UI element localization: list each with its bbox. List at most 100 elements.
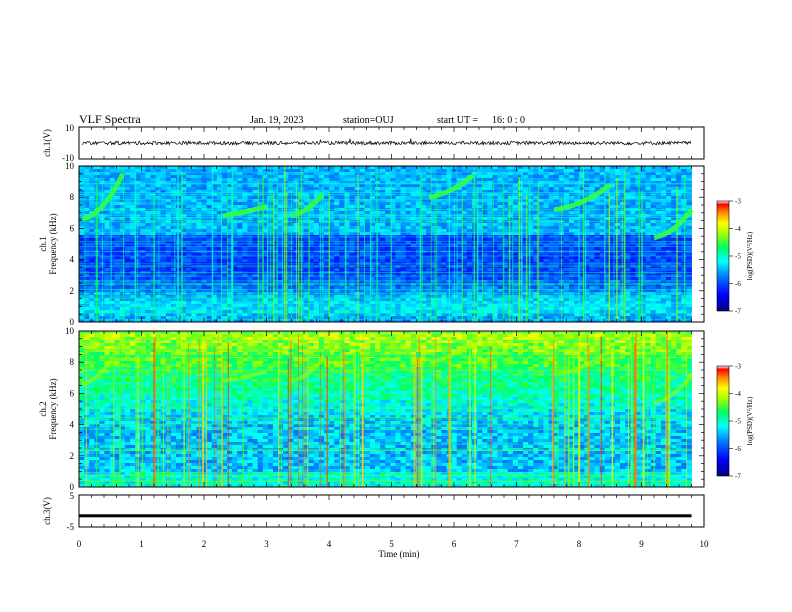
spectrogram-cell bbox=[318, 187, 325, 191]
spectrogram-cell bbox=[614, 274, 621, 278]
spectrogram-cell bbox=[635, 247, 641, 251]
spectrogram-cell bbox=[170, 256, 177, 260]
spectrogram-cell bbox=[548, 229, 555, 233]
spectrogram-cell bbox=[431, 268, 437, 272]
spectrogram-cell bbox=[574, 220, 580, 224]
spectrogram-cell bbox=[354, 226, 361, 230]
spectrogram-cell bbox=[395, 280, 401, 284]
spectrogram-cell bbox=[201, 205, 208, 209]
spectrogram-cell bbox=[533, 166, 539, 170]
spectrogram-cell bbox=[635, 238, 641, 242]
spectrogram-cell bbox=[380, 166, 386, 170]
spectrogram-cell bbox=[288, 226, 294, 230]
spectrogram-cell bbox=[456, 226, 463, 230]
spectrogram-cell bbox=[119, 196, 126, 200]
spectrogram-cell bbox=[461, 175, 468, 179]
spectrogram-cell bbox=[523, 181, 529, 185]
spectrogram-cell bbox=[89, 244, 95, 248]
spectrogram-cell bbox=[186, 175, 192, 179]
spectrogram-cell bbox=[124, 184, 131, 188]
spectrogram-cell bbox=[94, 181, 100, 185]
spectrogram-cell bbox=[497, 229, 504, 233]
spectrogram-cell bbox=[211, 259, 218, 263]
spectrogram-cell bbox=[216, 220, 223, 224]
spectrogram-cell bbox=[308, 265, 315, 269]
spectrogram-cell bbox=[339, 190, 345, 194]
spectrogram-cell bbox=[160, 256, 167, 260]
spectrogram-cell bbox=[221, 175, 228, 179]
spectrogram-cell bbox=[339, 175, 345, 179]
spectrogram-cell bbox=[558, 166, 565, 170]
spectrogram-cell bbox=[665, 247, 672, 251]
spectrogram-cell bbox=[390, 175, 396, 179]
spectrogram-cell bbox=[257, 202, 264, 206]
spectrogram-cell bbox=[686, 178, 692, 182]
spectrogram-cell bbox=[385, 247, 391, 251]
spectrogram-cell bbox=[599, 205, 606, 209]
spectrogram-cell bbox=[385, 220, 391, 224]
spectrogram-cell bbox=[548, 259, 555, 263]
spectrogram-cell bbox=[599, 238, 606, 242]
spectrogram-cell bbox=[313, 175, 320, 179]
spectrogram-cell bbox=[318, 253, 325, 257]
spectrogram-cell bbox=[630, 175, 636, 179]
spectrogram-cell bbox=[227, 166, 233, 170]
spectrogram-cell bbox=[441, 247, 447, 251]
spectrogram-cell bbox=[308, 253, 315, 257]
spectrogram-cell bbox=[563, 196, 570, 200]
spectrogram-cell bbox=[604, 166, 611, 170]
spectrogram-cell bbox=[140, 247, 146, 251]
spectrogram-cell bbox=[487, 226, 493, 230]
spectrogram-cell bbox=[645, 268, 652, 272]
spectrogram-cell bbox=[324, 268, 330, 272]
spectrogram-cell bbox=[415, 241, 422, 245]
spectrogram-cell bbox=[364, 244, 371, 248]
header-date: Jan. 19, 2023 bbox=[250, 115, 303, 126]
spectrogram-cell bbox=[364, 286, 371, 290]
spectrogram-cell bbox=[283, 286, 289, 290]
spectrogram-cell bbox=[630, 241, 636, 245]
spectrogram-cell bbox=[227, 226, 233, 230]
spectrogram-cell bbox=[528, 202, 534, 206]
spectrogram-cell bbox=[369, 175, 376, 179]
spectrogram-cell bbox=[645, 241, 652, 245]
spectrogram-cell bbox=[650, 229, 657, 233]
spectrogram-cell bbox=[390, 241, 396, 245]
spectrogram-cell bbox=[426, 253, 432, 257]
spectrogram-cell bbox=[354, 256, 361, 260]
spectrogram-cell bbox=[124, 211, 131, 215]
spectrogram-cell bbox=[359, 184, 366, 188]
spectrogram-cell bbox=[676, 199, 682, 203]
spectrogram-cell bbox=[456, 268, 463, 272]
spectrogram-cell bbox=[349, 172, 356, 176]
spectrogram-cell bbox=[242, 265, 248, 269]
spectrogram-cell bbox=[487, 244, 493, 248]
spectrogram-cell bbox=[569, 226, 575, 230]
spectrogram-cell bbox=[528, 166, 534, 170]
spectrogram-cell bbox=[364, 220, 371, 224]
spectrogram-cell bbox=[313, 232, 320, 236]
spectrogram-cell bbox=[645, 205, 652, 209]
spectrogram-cell bbox=[181, 241, 187, 245]
spectrogram-cell bbox=[609, 178, 616, 182]
spectrogram-cell bbox=[671, 166, 677, 170]
spectrogram-cell bbox=[574, 238, 580, 242]
spectrogram-cell bbox=[227, 274, 233, 278]
spectrogram-cell bbox=[339, 259, 345, 263]
spectrogram-cell bbox=[640, 205, 646, 209]
spectrogram-cell bbox=[420, 280, 427, 284]
spectrogram-cell bbox=[216, 166, 223, 170]
spectrogram-cell bbox=[354, 265, 361, 269]
spectrogram-cell bbox=[507, 229, 514, 233]
spectrogram-cell bbox=[160, 223, 167, 227]
spectrogram-cell bbox=[497, 169, 504, 173]
spectrogram-cell bbox=[461, 280, 468, 284]
spectrogram-cell bbox=[594, 172, 601, 176]
spectrogram-cell bbox=[625, 247, 631, 251]
spectrogram-cell bbox=[502, 214, 509, 218]
spectrogram-cell bbox=[140, 196, 146, 200]
spectrogram-cell bbox=[400, 268, 407, 272]
spectrogram-cell bbox=[114, 196, 121, 200]
spectrogram-cell bbox=[405, 268, 412, 272]
spectrogram-cell bbox=[492, 286, 498, 290]
